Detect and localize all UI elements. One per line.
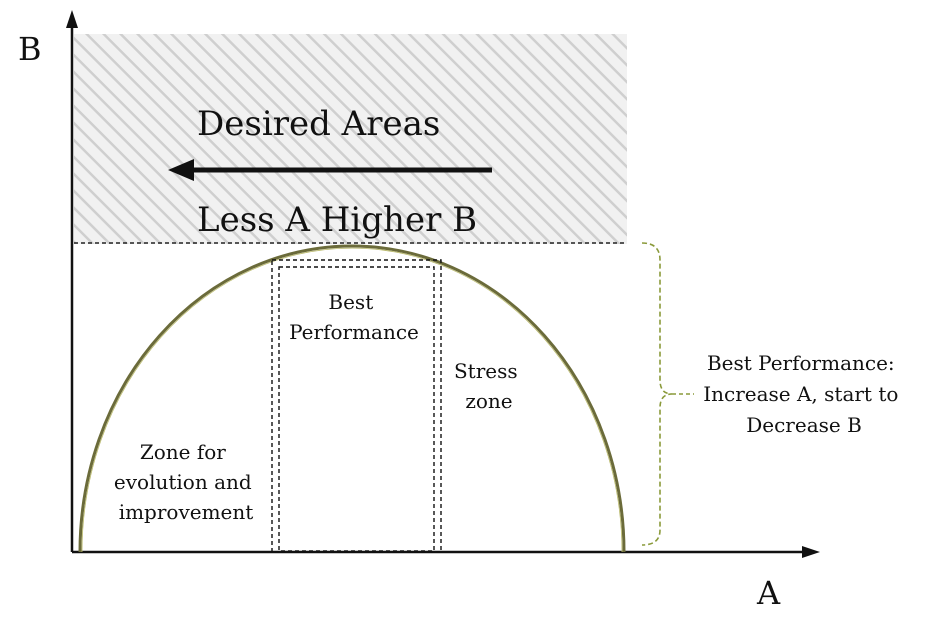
bracket-annotation-line-3: Decrease B	[746, 413, 862, 437]
best-performance-zone-label: Best Performance	[289, 290, 419, 344]
x-axis-arrowhead-icon	[802, 546, 820, 558]
x-axis-label: A	[756, 574, 781, 612]
left-arrow-icon	[168, 159, 194, 181]
evolution-zone-line-2: evolution and	[114, 470, 252, 494]
stress-zone-line-2: zone	[465, 389, 512, 413]
stress-zone-label: Stress zone	[454, 359, 524, 413]
bracket-annotation-line-2: Increase A, start to	[703, 382, 898, 406]
bracket-annotation-line-1: Best Performance:	[707, 351, 895, 375]
bracket-annotation: Best Performance: Increase A, start to D…	[703, 351, 905, 437]
best-performance-line-1: Best	[328, 290, 373, 314]
performance-curve-inner	[81, 247, 623, 553]
performance-curve	[78, 244, 626, 553]
stress-zone-line-1: Stress	[454, 359, 518, 383]
best-performance-inner-box	[278, 266, 435, 552]
desired-areas-title: Desired Areas	[197, 104, 440, 144]
best-performance-bracket	[641, 242, 673, 546]
desired-areas-subtitle: Less A Higher B	[197, 200, 477, 240]
desired-area-region	[74, 34, 627, 244]
evolution-zone-label: Zone for evolution and improvement	[114, 440, 258, 524]
y-axis-label: B	[18, 30, 42, 68]
evolution-zone-line-3: improvement	[119, 500, 254, 524]
best-performance-outer-box	[271, 259, 442, 553]
y-axis-arrowhead-icon	[66, 10, 78, 28]
evolution-zone-line-1: Zone for	[140, 440, 226, 464]
best-performance-line-2: Performance	[289, 320, 419, 344]
